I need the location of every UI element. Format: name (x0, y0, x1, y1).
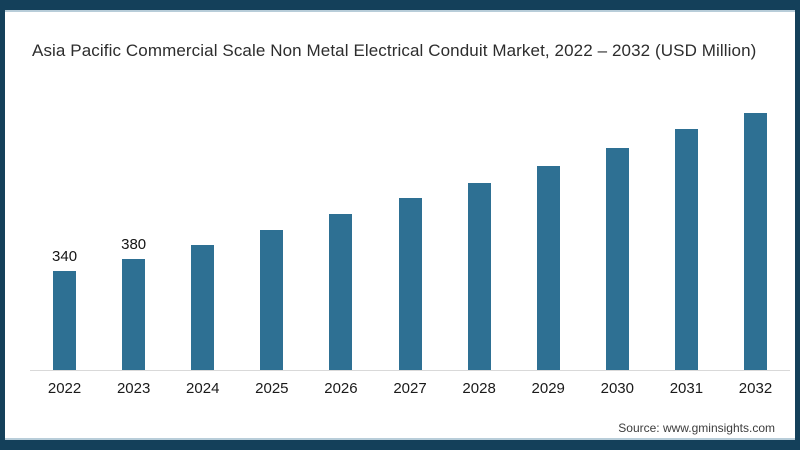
bar-group (168, 91, 237, 370)
x-axis-label: 2029 (531, 380, 565, 397)
bar-group (375, 91, 444, 370)
x-axis-label: 2028 (462, 380, 496, 397)
bar (329, 214, 353, 370)
x-axis-label: 2031 (669, 380, 704, 397)
bar (467, 183, 491, 370)
bar-group (721, 91, 790, 370)
source-attribution: Source: www.gminsights.com (618, 421, 775, 435)
bar-value-label: 340 (52, 248, 78, 265)
bar (191, 245, 215, 370)
x-axis-label: 2025 (255, 380, 289, 397)
bar-group (652, 91, 721, 370)
x-axis-labels-row: 2022 2023 2024 2025 2026 2027 2028 2029 2030 2031… (30, 380, 790, 397)
bar (260, 230, 284, 370)
bar (398, 198, 422, 370)
x-axis-label: 2023 (116, 380, 151, 397)
bar-group (306, 91, 375, 370)
x-axis-label: 2024 (186, 380, 220, 397)
plot-area: 340 380 (30, 91, 790, 371)
bar-group: 340 (30, 91, 99, 370)
chart-title: Asia Pacific Commercial Scale Non Metal … (32, 41, 757, 60)
x-axis-label: 2027 (393, 380, 427, 397)
bar (605, 148, 629, 370)
bar (743, 113, 767, 370)
x-axis-label: 2022 (47, 380, 82, 397)
x-axis-label: 2026 (324, 380, 358, 397)
bar (674, 129, 698, 370)
bar-group (583, 91, 652, 370)
bar (53, 271, 77, 370)
x-axis-label: 2032 (738, 380, 773, 397)
x-axis-label: 2030 (600, 380, 634, 397)
bar-group: 380 (99, 91, 168, 370)
bar-group (445, 91, 514, 370)
bar (122, 259, 146, 370)
bar (536, 166, 560, 370)
bar-group (237, 91, 306, 370)
bar-group (514, 91, 583, 370)
bar-value-label: 380 (121, 236, 147, 253)
